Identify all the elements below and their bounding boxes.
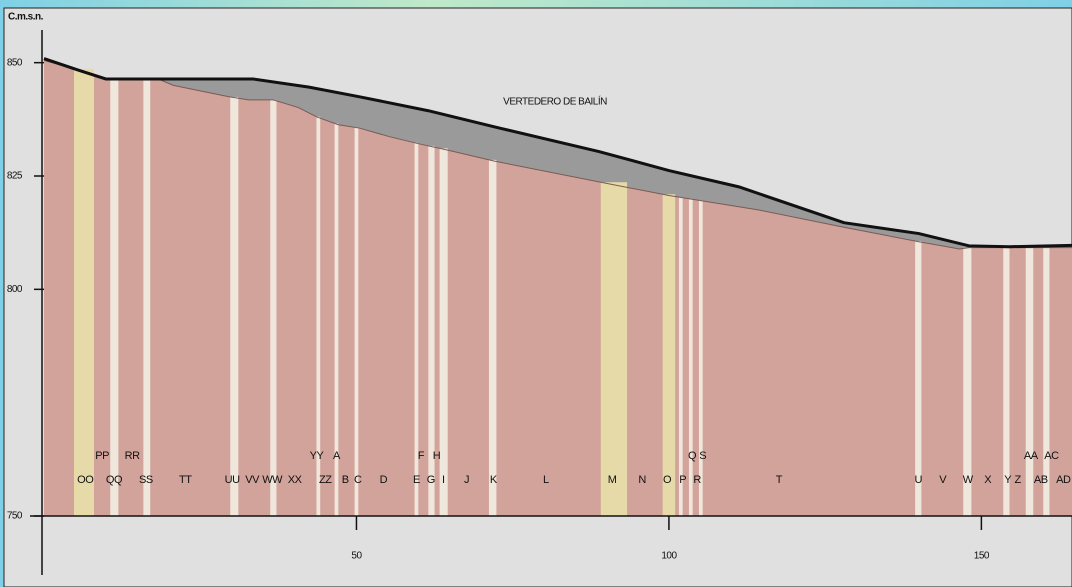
section-label: L <box>543 474 549 486</box>
section-label: M <box>608 474 617 486</box>
strip <box>663 194 675 516</box>
strip <box>230 97 238 516</box>
section-label: S <box>699 450 706 462</box>
strip <box>440 148 448 516</box>
section-label: R <box>693 474 701 486</box>
section-label: UU <box>225 474 240 486</box>
section-label: G <box>427 474 435 486</box>
section-label: N <box>638 474 646 486</box>
section-label: QQ <box>106 474 123 486</box>
section-label: U <box>915 474 923 486</box>
section-label: T <box>776 474 783 486</box>
x-tick-label: 100 <box>661 551 677 562</box>
section-label: J <box>464 474 469 486</box>
section-label: Q <box>688 450 697 462</box>
page: C.m.s.n. 75080082585050100150PPRRYYAFHQS… <box>0 0 1072 587</box>
section-label: C <box>354 474 362 486</box>
section-label: Z <box>1015 474 1022 486</box>
x-tick-label: 150 <box>974 551 990 562</box>
section-label: E <box>413 474 420 486</box>
section-label: D <box>380 474 388 486</box>
section-label: AB <box>1034 474 1048 486</box>
section-label: SS <box>139 474 153 486</box>
section-label: OO <box>77 474 94 486</box>
y-tick-label: 800 <box>7 284 23 295</box>
section-label: X <box>984 474 992 486</box>
section-label: V <box>939 474 947 486</box>
section-label: O <box>663 474 672 486</box>
section-label: K <box>490 474 498 486</box>
strip <box>489 160 496 516</box>
section-label: XX <box>288 474 303 486</box>
y-tick-label: 825 <box>7 171 23 182</box>
section-label: RR <box>125 450 140 462</box>
strip <box>110 79 118 516</box>
section-label: P <box>679 474 686 486</box>
section-label: YY <box>310 450 325 462</box>
strip <box>355 127 359 516</box>
strip <box>679 197 683 516</box>
strip <box>143 79 150 516</box>
section-label: AD <box>1056 474 1071 486</box>
strip <box>689 199 693 516</box>
y-tick-label: 850 <box>7 57 23 68</box>
annotation: VERTEDERO DE BAILÍN <box>503 95 607 108</box>
x-tick-label: 50 <box>351 551 362 562</box>
strip <box>1026 248 1033 516</box>
section-label: I <box>442 474 445 486</box>
y-axis-label: C.m.s.n. <box>8 12 44 23</box>
section-label: ZZ <box>319 474 332 486</box>
section-label: F <box>418 450 425 462</box>
section-label: AC <box>1044 450 1059 462</box>
strip <box>601 182 627 516</box>
strip <box>699 200 703 516</box>
section-label: H <box>433 450 441 462</box>
section-label: A <box>333 450 341 462</box>
chart: C.m.s.n. 75080082585050100150PPRRYYAFHQS… <box>0 0 1072 587</box>
section-label: PP <box>95 450 109 462</box>
section-label: B <box>342 474 349 486</box>
section-label: AA <box>1024 450 1039 462</box>
section-label: Y <box>1004 474 1012 486</box>
y-tick-label: 750 <box>7 511 23 522</box>
section-label: W <box>963 474 974 486</box>
strip <box>270 100 276 516</box>
section-label: VV <box>245 474 260 486</box>
section-label: TT <box>179 474 192 486</box>
strip <box>74 69 94 516</box>
section-label: WW <box>262 474 283 486</box>
